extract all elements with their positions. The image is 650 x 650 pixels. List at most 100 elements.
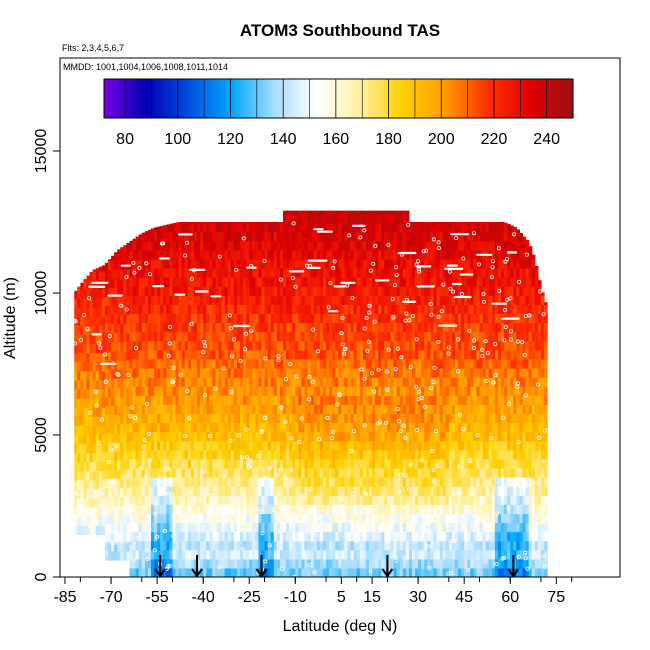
heatmap-cell <box>95 407 100 417</box>
heatmap-cell <box>316 377 321 387</box>
heatmap-cell <box>80 461 85 472</box>
heatmap-cell <box>411 422 416 433</box>
heatmap-cell <box>451 249 456 260</box>
heatmap-cell <box>283 386 287 396</box>
heatmap-cell <box>264 513 269 524</box>
heatmap-cell <box>279 522 284 533</box>
heatmap-cell <box>123 369 128 379</box>
heatmap-cell <box>138 540 143 551</box>
heatmap-cell <box>402 358 407 369</box>
heatmap-cell <box>193 513 198 524</box>
heatmap-cell <box>362 258 367 269</box>
heatmap-cell <box>267 240 272 251</box>
heatmap-cell <box>187 522 192 533</box>
heatmap-cell <box>233 513 238 524</box>
heatmap-cell <box>424 477 428 487</box>
heatmap-cell <box>365 304 370 315</box>
heatmap-cell <box>326 277 330 287</box>
heatmap-cell <box>384 304 389 315</box>
heatmap-cell <box>372 413 376 424</box>
heatmap-cell <box>322 367 327 378</box>
heatmap-cell <box>372 504 376 514</box>
heatmap-cell <box>279 558 284 569</box>
heatmap-cell <box>104 332 109 343</box>
heatmap-cell <box>230 549 235 560</box>
heatmap-cell <box>261 231 266 242</box>
heatmap-cell <box>427 367 431 378</box>
heatmap-cell <box>221 477 226 487</box>
heatmap-cell <box>301 322 306 333</box>
heatmap-cell <box>445 295 450 305</box>
heatmap-cell <box>163 286 167 296</box>
heatmap-cell <box>181 467 186 478</box>
heatmap-cell <box>418 495 422 505</box>
heatmap-cell <box>316 222 321 233</box>
heatmap-cell <box>98 352 103 363</box>
heatmap-cell <box>150 458 155 469</box>
heatmap-cell <box>454 513 459 524</box>
heatmap-cell <box>396 531 401 542</box>
heatmap-cell <box>261 286 266 296</box>
heatmap-cell <box>114 396 118 407</box>
heatmap-cell <box>157 268 161 278</box>
heatmap-cell <box>396 558 401 569</box>
heatmap-cell <box>279 268 284 278</box>
heatmap-cell <box>399 477 404 487</box>
heatmap-cell <box>458 377 462 387</box>
heatmap-cell <box>172 304 177 315</box>
heatmap-cell <box>292 222 296 233</box>
heatmap-cell <box>390 504 395 514</box>
heatmap-cell <box>353 258 358 269</box>
heatmap-cell <box>418 440 422 451</box>
heatmap-cell <box>212 458 217 469</box>
heatmap-cell <box>289 268 293 278</box>
heatmap-cell <box>230 313 235 324</box>
heatmap-cell <box>372 349 376 360</box>
heatmap-cell <box>172 322 177 333</box>
heatmap-cell <box>301 277 306 287</box>
heatmap-cell <box>230 558 235 569</box>
heatmap-cell <box>307 495 312 505</box>
heatmap-cell <box>98 279 103 290</box>
heatmap-cell <box>218 304 223 315</box>
heatmap-cell <box>381 258 385 269</box>
heatmap-cell <box>77 388 81 399</box>
heatmap-cell <box>270 295 275 305</box>
heatmap-cell <box>362 404 367 415</box>
heatmap-cell <box>80 516 85 526</box>
heatmap-cell <box>160 377 164 387</box>
heatmap-cell <box>120 269 124 279</box>
heatmap-cell <box>215 449 220 460</box>
heatmap-cell <box>135 331 140 342</box>
heatmap-cell <box>157 486 161 496</box>
heatmap-cell <box>276 440 281 451</box>
heatmap-cell <box>249 477 253 487</box>
heatmap-cell <box>316 286 321 296</box>
heatmap-cell <box>353 513 358 524</box>
heatmap-cell <box>138 377 143 387</box>
heatmap-cell <box>224 531 229 542</box>
heatmap-cell <box>396 513 401 524</box>
heatmap-cell <box>212 558 217 569</box>
heatmap-cell <box>74 307 78 317</box>
heatmap-cell <box>132 549 137 560</box>
heatmap-cell <box>365 210 370 215</box>
heatmap-cell <box>246 331 250 342</box>
heatmap-cell <box>341 404 346 415</box>
heatmap-cell <box>458 567 462 577</box>
heatmap-cell <box>381 431 385 442</box>
heatmap-cell <box>439 522 444 533</box>
heatmap-cell <box>338 358 342 369</box>
heatmap-cell <box>233 304 238 315</box>
heatmap-cell <box>190 531 195 542</box>
heatmap-cell <box>442 404 447 415</box>
heatmap-cell <box>356 486 361 496</box>
heatmap-cell <box>421 367 425 378</box>
heatmap-cell <box>117 305 121 316</box>
heatmap-cell <box>350 222 355 233</box>
heatmap-cell <box>335 395 339 405</box>
heatmap-cell <box>365 349 370 360</box>
heatmap-cell <box>95 334 100 345</box>
heatmap-cell <box>218 313 223 324</box>
heatmap-cell <box>252 222 256 233</box>
